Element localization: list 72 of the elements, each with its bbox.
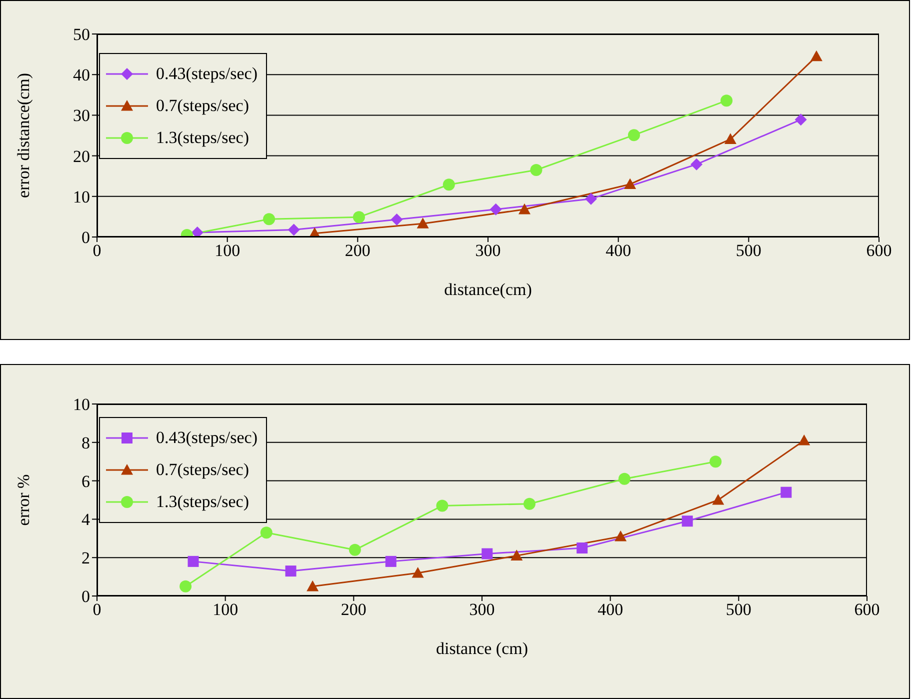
point [352,211,365,224]
point [180,580,192,592]
x-tick-label: 400 [598,600,624,620]
point [618,472,630,485]
point [780,486,792,498]
y-tick-label: 6 [82,472,90,491]
y-tick-label: 10 [73,395,90,414]
point [798,434,810,446]
point [720,94,733,107]
point [482,548,493,560]
point [794,114,807,126]
point [348,544,361,556]
point [490,203,502,216]
x-tick-label: 300 [469,600,495,620]
legend-label: 0.7(steps/sec) [156,460,250,480]
point [416,218,429,228]
point [628,129,640,142]
x-axis-title: distance (cm) [436,639,528,658]
y-axis-title: error % [14,474,34,526]
legend-label: 1.3(steps/sec) [156,492,250,512]
point [260,526,272,539]
point [442,178,455,191]
point [188,556,199,567]
point [724,133,736,144]
legend-label: 0.43(steps/sec) [156,64,258,84]
x-tick-label: 300 [475,241,501,260]
point [710,456,722,468]
x-tick-label: 400 [606,241,632,260]
y-tick-label: 40 [73,66,90,85]
point [385,556,396,567]
point [285,566,296,577]
point [306,580,319,592]
point [712,494,724,505]
point [614,530,627,542]
x-tick-label: 100 [212,600,238,620]
point [810,50,822,62]
point [288,224,300,236]
point [518,203,530,214]
x-tick-label: 200 [344,241,370,260]
x-tick-label: 500 [736,241,762,260]
x-tick-label: 200 [340,600,366,620]
point [530,164,542,176]
point [584,192,597,205]
point [682,516,693,527]
point [690,158,703,170]
y-tick-label: 50 [73,25,90,44]
point [412,566,424,578]
y-tick-label: 30 [73,106,90,126]
x-axis-title: distance(cm) [444,280,532,299]
y-tick-label: 4 [82,510,90,530]
point [523,498,536,510]
legend-label: 1.3(steps/sec) [156,128,250,148]
y-tick-label: 10 [73,187,90,206]
legend-label: 0.7(steps/sec) [156,96,250,116]
point [263,213,276,226]
y-axis-title: error distance(cm) [14,72,34,198]
point [191,226,204,237]
y-tick-label: 0 [82,587,90,606]
point [436,500,448,512]
y-tick-label: 0 [82,228,90,248]
y-tick-label: 8 [82,433,90,452]
x-tick-label: 500 [726,600,752,620]
legend-label: 0.43(steps/sec) [156,428,258,448]
x-tick-label: 100 [214,241,240,260]
point [624,178,636,190]
point [390,214,403,226]
point [576,542,588,554]
point [510,550,523,560]
x-tick-label: 600 [866,241,892,260]
x-tick-label: 600 [854,600,880,620]
y-tick-label: 20 [73,146,90,166]
y-tick-label: 2 [82,548,90,568]
